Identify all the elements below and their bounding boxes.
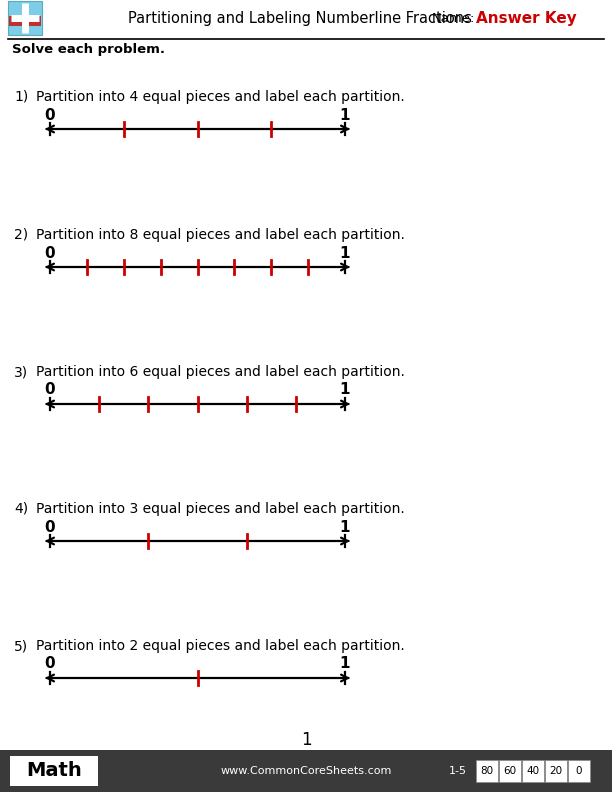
Text: 20: 20 — [550, 766, 562, 776]
Bar — [0, 750, 612, 792]
Text: Math: Math — [26, 761, 82, 780]
Text: Partition into 2 equal pieces and label each partition.: Partition into 2 equal pieces and label … — [36, 639, 405, 653]
Text: Partition into 8 equal pieces and label each partition.: Partition into 8 equal pieces and label … — [36, 228, 405, 242]
Text: 40: 40 — [526, 766, 540, 776]
FancyBboxPatch shape — [10, 756, 98, 786]
Text: 0: 0 — [576, 766, 582, 776]
Text: 1-5: 1-5 — [449, 766, 467, 776]
Text: Name:: Name: — [432, 12, 476, 25]
Text: 0: 0 — [45, 246, 55, 261]
Text: 5): 5) — [14, 639, 28, 653]
Text: Partition into 4 equal pieces and label each partition.: Partition into 4 equal pieces and label … — [36, 90, 405, 104]
Text: 80: 80 — [480, 766, 493, 776]
Text: 60: 60 — [504, 766, 517, 776]
Text: www.CommonCoreSheets.com: www.CommonCoreSheets.com — [220, 766, 392, 776]
FancyBboxPatch shape — [545, 760, 567, 782]
Text: 1: 1 — [340, 108, 350, 123]
FancyBboxPatch shape — [568, 760, 590, 782]
Text: 4): 4) — [14, 502, 28, 516]
Text: 3): 3) — [14, 365, 28, 379]
Text: 1: 1 — [340, 520, 350, 535]
Text: 1: 1 — [300, 731, 312, 749]
Text: Partition into 3 equal pieces and label each partition.: Partition into 3 equal pieces and label … — [36, 502, 405, 516]
FancyBboxPatch shape — [8, 1, 42, 35]
Text: 1: 1 — [340, 383, 350, 398]
FancyBboxPatch shape — [476, 760, 498, 782]
Text: 0: 0 — [45, 108, 55, 123]
Bar — [9, 16, 41, 26]
FancyBboxPatch shape — [522, 760, 544, 782]
Text: 1: 1 — [340, 246, 350, 261]
Text: Answer Key: Answer Key — [476, 10, 577, 25]
Text: 0: 0 — [45, 520, 55, 535]
Text: Partition into 6 equal pieces and label each partition.: Partition into 6 equal pieces and label … — [36, 365, 405, 379]
Text: Solve each problem.: Solve each problem. — [12, 44, 165, 56]
Text: 0: 0 — [45, 383, 55, 398]
Text: 0: 0 — [45, 657, 55, 672]
FancyBboxPatch shape — [499, 760, 521, 782]
Text: 1: 1 — [340, 657, 350, 672]
Text: Partitioning and Labeling Numberline Fractions: Partitioning and Labeling Numberline Fra… — [128, 10, 472, 25]
Text: 2): 2) — [14, 228, 28, 242]
Text: 1): 1) — [14, 90, 28, 104]
